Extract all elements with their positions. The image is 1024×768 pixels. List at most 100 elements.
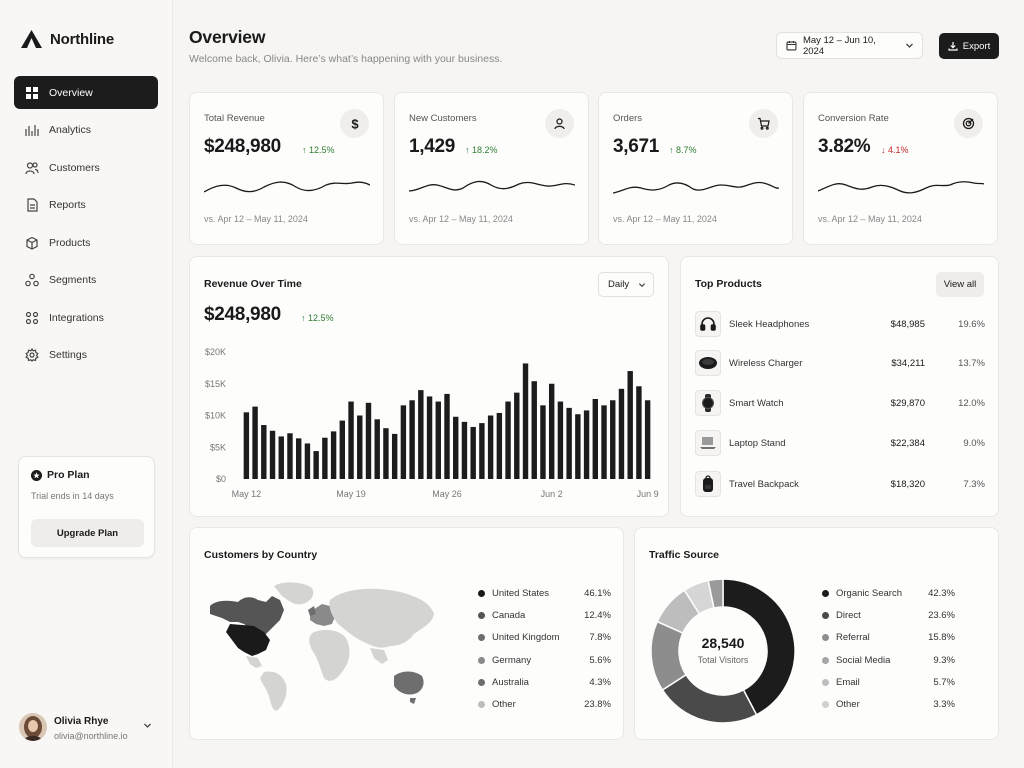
revenue-bar[interactable] — [505, 401, 511, 479]
donut-slice[interactable] — [661, 673, 758, 724]
revenue-bar[interactable] — [357, 415, 363, 480]
legend-item: Canada 12.4% — [478, 604, 611, 626]
revenue-bar[interactable] — [339, 420, 346, 479]
revenue-bar[interactable] — [304, 443, 311, 479]
revenue-bar[interactable] — [435, 401, 441, 479]
revenue-bar[interactable] — [644, 400, 651, 479]
revenue-bar[interactable] — [470, 426, 476, 479]
dollar-icon: $ — [340, 109, 369, 138]
sidebar-item-integrations[interactable]: Integrations — [14, 301, 158, 334]
revenue-bar[interactable] — [636, 386, 642, 479]
traffic-donut-chart: 28,540 Total Visitors — [650, 578, 796, 724]
countries-title: Customers by Country — [204, 549, 318, 561]
revenue-bar[interactable] — [496, 412, 503, 479]
revenue-bar[interactable] — [426, 396, 433, 479]
legend-item: Referral 15.8% — [822, 627, 955, 649]
revenue-bar[interactable] — [278, 436, 284, 479]
revenue-bar[interactable] — [269, 430, 276, 479]
kpi-delta-value: 18.2% — [472, 145, 498, 155]
revenue-bar[interactable] — [548, 383, 555, 479]
sidebar-item-reports[interactable]: Reports — [14, 189, 158, 222]
user-menu[interactable]: Olivia Rhye olivia@northline.io — [19, 713, 159, 743]
legend-item: United States 46.1% — [478, 582, 611, 604]
revenue-bar[interactable] — [365, 402, 372, 479]
kpi-delta: ↑ 12.5% — [302, 145, 335, 155]
revenue-bar[interactable] — [479, 423, 485, 479]
revenue-bar[interactable] — [252, 406, 258, 479]
sidebar-item-products[interactable]: Products — [14, 226, 158, 259]
kpi-label: Total Revenue — [204, 113, 265, 124]
revenue-bar[interactable] — [566, 407, 572, 479]
revenue-bar[interactable] — [409, 400, 415, 479]
revenue-bar[interactable] — [287, 433, 293, 479]
revenue-bar[interactable] — [243, 412, 250, 479]
traffic-source-card: Traffic Source 28,540 Total Visitors Org… — [634, 527, 999, 740]
product-row[interactable]: Laptop Stand $22,384 9.0% — [695, 430, 985, 456]
revenue-bar[interactable] — [461, 421, 468, 479]
revenue-bar[interactable] — [522, 363, 529, 479]
revenue-bar[interactable] — [322, 437, 328, 479]
kpi-compare: vs. Apr 12 – May 11, 2024 — [409, 214, 513, 224]
top-products-title: Top Products — [695, 278, 762, 290]
donut-slice[interactable] — [707, 578, 724, 609]
plan-subtitle: Trial ends in 14 days — [31, 491, 114, 501]
revenue-bar[interactable] — [540, 405, 546, 479]
view-all-button[interactable]: View all — [936, 272, 984, 297]
revenue-bar[interactable] — [400, 405, 407, 479]
date-range-picker[interactable]: May 12 – Jun 10, 2024 — [776, 32, 923, 59]
revenue-bar[interactable] — [374, 419, 380, 479]
sidebar-item-segments[interactable]: Segments — [14, 264, 158, 297]
sidebar-item-overview[interactable]: Overview — [14, 76, 158, 109]
revenue-bar[interactable] — [610, 400, 616, 479]
revenue-bar[interactable] — [453, 416, 459, 479]
upgrade-plan-button[interactable]: Upgrade Plan — [31, 519, 144, 547]
product-row[interactable]: Sleek Headphones $48,985 19.6% — [695, 311, 985, 337]
revenue-bar[interactable] — [391, 433, 398, 479]
product-row[interactable]: Travel Backpack $18,320 7.3% — [695, 471, 985, 497]
analytics-icon — [25, 125, 39, 136]
export-button[interactable]: Export — [939, 33, 999, 59]
sidebar-item-label: Segments — [49, 274, 97, 286]
sidebar-item-settings[interactable]: Settings — [14, 339, 158, 372]
report-icon — [27, 198, 38, 212]
legend-item: United Kingdom 7.8% — [478, 627, 611, 649]
period-select[interactable]: Daily — [598, 272, 654, 297]
sidebar-item-label: Integrations — [49, 311, 104, 324]
revenue-bar[interactable] — [601, 405, 607, 479]
calendar-icon — [786, 41, 797, 51]
revenue-bar[interactable] — [383, 428, 389, 479]
revenue-bar[interactable] — [261, 425, 267, 479]
headphones-icon — [695, 311, 721, 337]
user-icon — [545, 109, 574, 138]
revenue-bar[interactable] — [583, 410, 590, 479]
sidebar: Northline Overview Analytics Customers R… — [0, 0, 173, 768]
revenue-bar[interactable] — [592, 398, 598, 479]
legend-item: Direct 23.6% — [822, 604, 955, 626]
revenue-bar[interactable] — [348, 401, 354, 479]
page-subtitle: Welcome back, Olivia. Here’s what’s happ… — [189, 53, 503, 65]
donut-slice[interactable] — [722, 578, 796, 716]
revenue-bar[interactable] — [557, 401, 564, 479]
revenue-bar[interactable] — [514, 392, 520, 479]
avatar — [19, 713, 47, 741]
product-row[interactable]: Smart Watch $29,870 12.0% — [695, 390, 985, 416]
revenue-bar[interactable] — [531, 381, 537, 479]
product-row[interactable]: Wireless Charger $34,211 13.7% — [695, 350, 985, 376]
chevron-down-icon — [144, 723, 151, 728]
revenue-bar[interactable] — [627, 371, 633, 479]
kpi-value: $248,980 — [204, 136, 281, 157]
revenue-bar[interactable] — [575, 414, 581, 479]
logo[interactable]: Northline — [20, 29, 114, 49]
sidebar-item-analytics[interactable]: Analytics — [14, 114, 158, 147]
kpi-value: 3,671 — [613, 136, 660, 157]
revenue-bar[interactable] — [487, 415, 494, 480]
revenue-bar[interactable] — [313, 451, 319, 479]
legend-swatch — [478, 678, 485, 686]
product-share: 19.6% — [958, 318, 985, 330]
revenue-bar[interactable] — [418, 390, 424, 479]
revenue-bar[interactable] — [330, 431, 337, 480]
revenue-bar[interactable] — [444, 393, 450, 479]
sidebar-item-customers[interactable]: Customers — [14, 151, 158, 184]
revenue-bar[interactable] — [296, 438, 302, 479]
revenue-bar[interactable] — [618, 388, 625, 479]
